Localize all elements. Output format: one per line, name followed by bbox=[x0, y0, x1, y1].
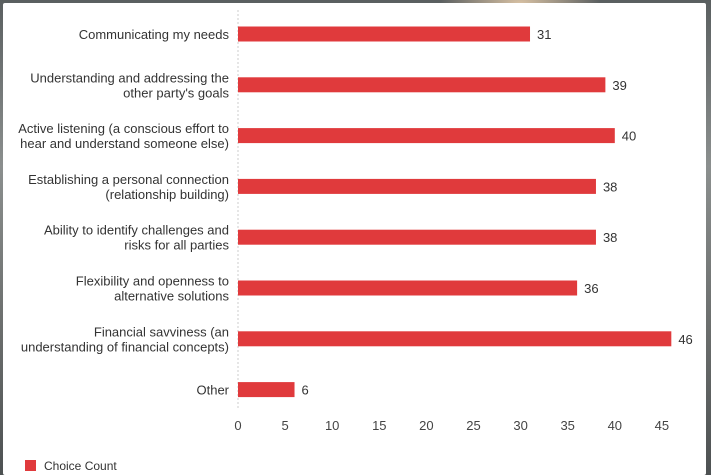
bar-value-label: 31 bbox=[537, 27, 551, 42]
bar bbox=[238, 26, 531, 42]
x-tick-label: 5 bbox=[281, 418, 288, 433]
bar bbox=[238, 331, 672, 347]
category-label: Ability to identify challenges and risks … bbox=[44, 223, 230, 253]
bar-value-label: 6 bbox=[302, 383, 309, 398]
category-label: Financial savviness (an understanding of … bbox=[21, 324, 229, 354]
x-tick-label: 0 bbox=[234, 418, 241, 433]
bars-layer: 31 39 40 38 38 36 46 6 bbox=[238, 26, 693, 398]
category-label: Communicating my needs bbox=[79, 27, 230, 42]
x-tick-label: 45 bbox=[655, 418, 669, 433]
bar bbox=[238, 229, 596, 245]
category-label-line: Active listening (a conscious effort to bbox=[18, 121, 229, 136]
x-tick-label: 30 bbox=[513, 418, 527, 433]
bar-value-label: 40 bbox=[622, 129, 636, 144]
category-label-line: other party's goals bbox=[123, 85, 229, 100]
x-axis-tick-labels: 0 5 10 15 20 25 30 35 40 45 bbox=[234, 418, 669, 433]
x-tick-label: 20 bbox=[419, 418, 433, 433]
category-label-line: understanding of financial concepts) bbox=[21, 339, 229, 354]
category-label-line: Financial savviness (an bbox=[94, 324, 229, 339]
x-tick-label: 35 bbox=[560, 418, 574, 433]
category-label: Understanding and addressing the other pa… bbox=[30, 70, 229, 100]
category-label-line: hear and understand someone else) bbox=[20, 136, 229, 151]
category-label-line: risks for all parties bbox=[124, 238, 229, 253]
bar-value-label: 38 bbox=[603, 230, 617, 245]
category-label-line: (relationship building) bbox=[105, 187, 229, 202]
category-labels: Communicating my needs Understanding and … bbox=[18, 27, 229, 398]
legend-label: Choice Count bbox=[44, 459, 117, 473]
legend: Choice Count bbox=[25, 459, 117, 473]
category-label: Active listening (a conscious effort to h… bbox=[18, 121, 229, 151]
x-tick-label: 40 bbox=[608, 418, 622, 433]
category-label-line: alternative solutions bbox=[114, 289, 229, 304]
category-label-line: Understanding and addressing the bbox=[30, 70, 229, 85]
bar-value-label: 39 bbox=[612, 78, 626, 93]
category-label-line: Communicating my needs bbox=[79, 27, 230, 42]
category-label: Establishing a personal connection (relat… bbox=[28, 172, 229, 202]
category-label-line: Other bbox=[196, 383, 229, 398]
bar-value-label: 46 bbox=[678, 332, 692, 347]
category-label-line: Ability to identify challenges and bbox=[44, 223, 229, 238]
x-tick-label: 10 bbox=[325, 418, 339, 433]
bar bbox=[238, 382, 295, 398]
bar bbox=[238, 178, 596, 194]
bar bbox=[238, 280, 578, 296]
bar-value-label: 38 bbox=[603, 179, 617, 194]
legend-swatch bbox=[25, 460, 36, 471]
bar bbox=[238, 77, 606, 93]
bar bbox=[238, 128, 615, 144]
category-label: Flexibility and openness to alternative s… bbox=[76, 274, 230, 304]
category-label-line: Establishing a personal connection bbox=[28, 172, 229, 187]
bar-value-label: 36 bbox=[584, 281, 598, 296]
category-label-line: Flexibility and openness to bbox=[76, 274, 229, 289]
x-tick-label: 25 bbox=[466, 418, 480, 433]
category-label: Other bbox=[196, 383, 229, 398]
x-tick-label: 15 bbox=[372, 418, 386, 433]
